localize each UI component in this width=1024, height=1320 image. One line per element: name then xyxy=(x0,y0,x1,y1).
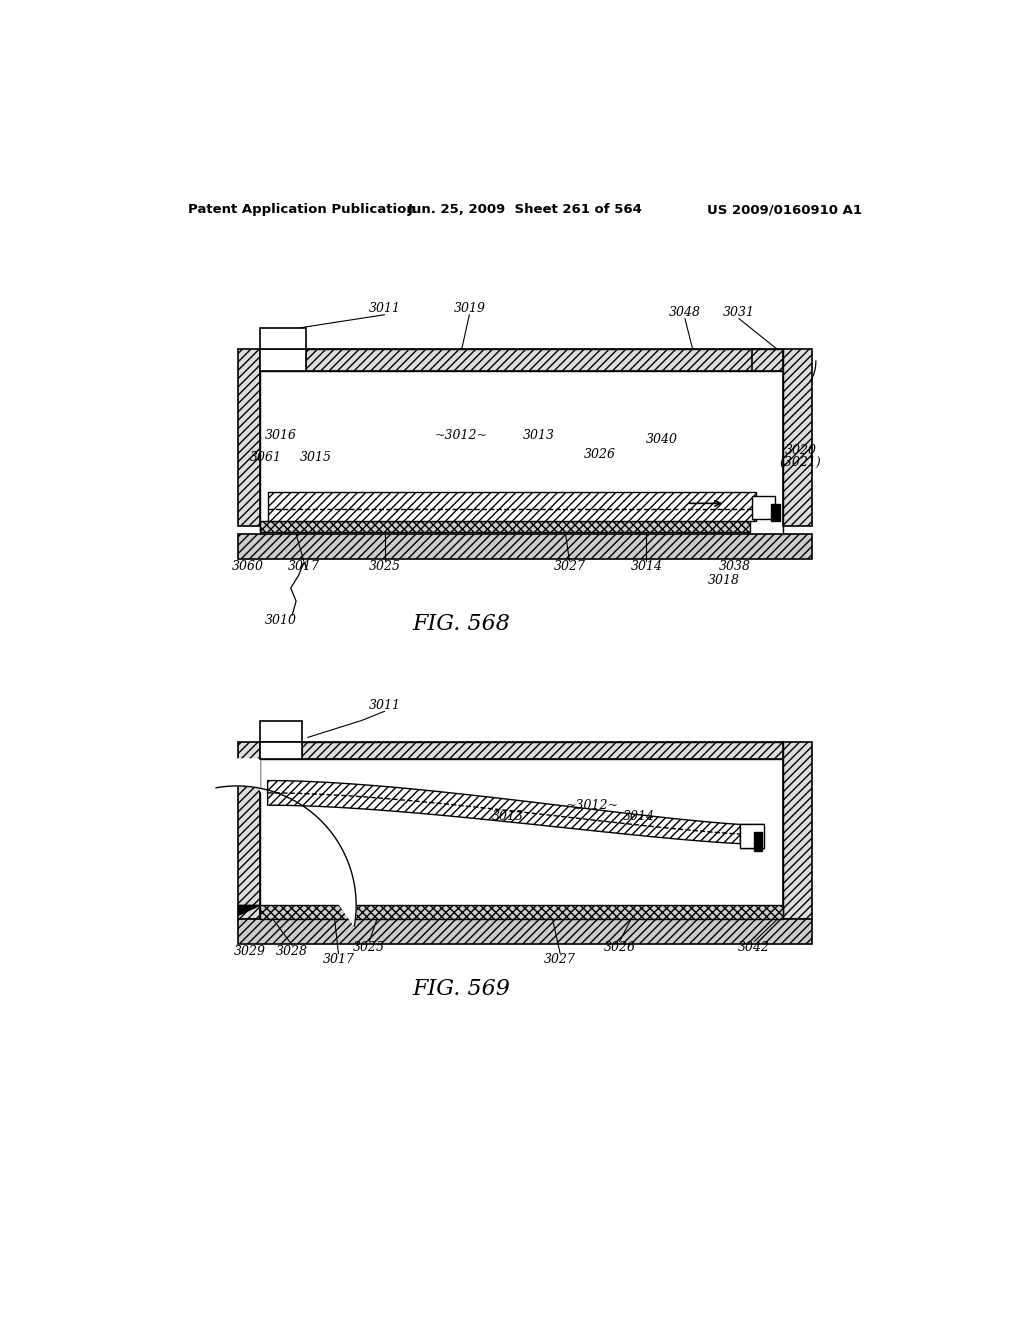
Polygon shape xyxy=(267,780,740,843)
Text: 3028: 3028 xyxy=(276,945,308,958)
Text: 3048: 3048 xyxy=(669,306,701,319)
Text: FIG. 569: FIG. 569 xyxy=(413,978,511,1001)
Text: 3060: 3060 xyxy=(231,560,263,573)
Bar xyxy=(260,742,302,759)
Bar xyxy=(782,350,812,527)
Text: Patent Application Publication: Patent Application Publication xyxy=(188,203,416,216)
Text: 3014: 3014 xyxy=(631,560,663,573)
Text: 3029: 3029 xyxy=(233,945,266,958)
Bar xyxy=(302,742,782,759)
Text: 3020: 3020 xyxy=(784,445,816,458)
Bar xyxy=(755,832,762,851)
Bar xyxy=(239,535,812,558)
Text: 3042: 3042 xyxy=(738,941,770,954)
Bar xyxy=(752,496,775,519)
Text: 3016: 3016 xyxy=(265,429,297,442)
Bar xyxy=(771,504,780,521)
Text: 3026: 3026 xyxy=(603,941,636,954)
Text: ~3012~: ~3012~ xyxy=(435,429,488,442)
Bar xyxy=(260,906,782,919)
Text: 3017: 3017 xyxy=(323,953,354,966)
Text: 3061: 3061 xyxy=(250,450,282,463)
Text: 3017: 3017 xyxy=(288,560,319,573)
Bar xyxy=(267,492,756,521)
Bar xyxy=(260,521,750,532)
Text: 3027: 3027 xyxy=(553,560,586,573)
Polygon shape xyxy=(239,906,260,915)
Text: 3025: 3025 xyxy=(369,560,400,573)
Text: 3040: 3040 xyxy=(646,433,678,446)
Bar xyxy=(260,350,306,371)
Text: 3013: 3013 xyxy=(492,810,524,824)
Bar xyxy=(239,742,260,919)
Text: 3026: 3026 xyxy=(585,449,616,462)
Text: FIG. 568: FIG. 568 xyxy=(413,612,511,635)
Text: 3025: 3025 xyxy=(353,941,385,954)
Bar xyxy=(306,350,761,371)
Text: 3011: 3011 xyxy=(369,302,400,315)
Text: 3027: 3027 xyxy=(544,953,577,966)
Text: 3038: 3038 xyxy=(719,560,751,573)
Text: US 2009/0160910 A1: US 2009/0160910 A1 xyxy=(707,203,862,216)
Bar xyxy=(260,327,306,350)
Bar xyxy=(239,350,260,527)
Bar xyxy=(260,721,302,742)
Text: 3011: 3011 xyxy=(369,698,400,711)
Bar xyxy=(239,919,812,944)
Text: Jun. 25, 2009  Sheet 261 of 564: Jun. 25, 2009 Sheet 261 of 564 xyxy=(408,203,642,216)
Text: 3013: 3013 xyxy=(522,429,555,442)
Bar xyxy=(740,825,764,847)
Text: ~3012~: ~3012~ xyxy=(566,799,620,812)
Bar xyxy=(752,350,782,371)
Text: 3014: 3014 xyxy=(623,810,654,824)
Bar xyxy=(782,742,812,919)
Text: 3010: 3010 xyxy=(265,614,297,627)
Polygon shape xyxy=(216,759,356,927)
Text: 3015: 3015 xyxy=(299,450,332,463)
Text: 3018: 3018 xyxy=(708,574,739,587)
Text: (3021): (3021) xyxy=(779,455,821,469)
Text: 3031: 3031 xyxy=(723,306,755,319)
Text: 3019: 3019 xyxy=(454,302,485,315)
